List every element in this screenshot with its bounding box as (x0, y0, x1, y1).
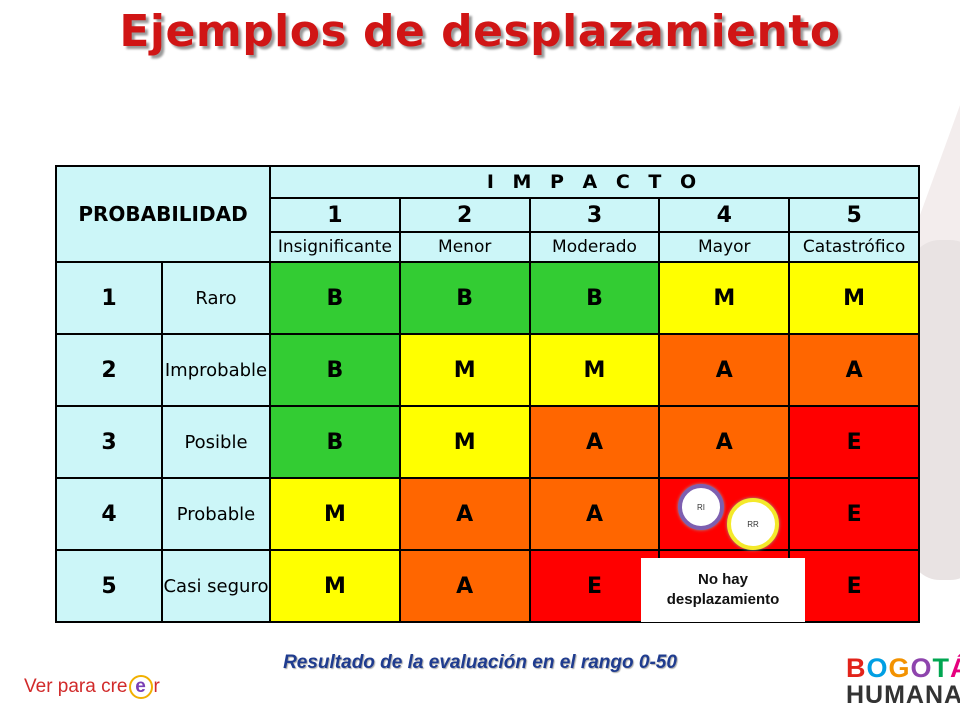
probability-level-3-number: 3 (55, 405, 163, 479)
risk-cell-3-5: E (788, 405, 920, 479)
probability-level-1-label: Raro (161, 261, 271, 335)
risk-cell-2-4: A (658, 333, 791, 407)
matrix-row: 2 Improbable B M M A A (55, 333, 920, 407)
matrix-row: 3 Posible B M A A E (55, 405, 920, 479)
logo-letter: O (866, 653, 889, 683)
matrix-row: 4 Probable M A A E (55, 477, 920, 551)
risk-cell-2-1: B (269, 333, 401, 407)
logo-letter: Á (950, 653, 960, 683)
ver-para-creer-logo: Ver para cre e r (24, 675, 160, 699)
rr-marker: RR (727, 498, 779, 550)
impact-level-1-number: 1 (269, 197, 401, 233)
logo-letter: T (932, 653, 951, 683)
risk-cell-5-1: M (269, 549, 401, 623)
risk-cell-2-2: M (398, 333, 531, 407)
logo-e-circle: e (128, 675, 153, 699)
risk-cell-2-5: A (788, 333, 920, 407)
risk-cell-1-5: M (788, 261, 920, 335)
probability-level-4-label: Probable (161, 477, 271, 551)
impact-level-4-number: 4 (658, 197, 791, 233)
risk-cell-3-1: B (269, 405, 401, 479)
risk-cell-4-2: A (398, 477, 531, 551)
risk-cell-4-5: E (788, 477, 920, 551)
impact-level-3-label: Moderado (528, 231, 661, 263)
impact-level-1-label: Insignificante (269, 231, 401, 263)
risk-cell-4-3: A (528, 477, 661, 551)
logo-letter: B (846, 653, 867, 683)
risk-cell-1-2: B (398, 261, 531, 335)
logo-text-post: r (153, 676, 160, 697)
impact-header: I M P A C T O (269, 165, 920, 199)
risk-cell-1-1: B (269, 261, 401, 335)
ri-marker: RI (678, 484, 724, 530)
logo-text-pre: Ver para cre (24, 676, 128, 697)
risk-cell-3-4: A (658, 405, 791, 479)
impact-level-2-number: 2 (398, 197, 531, 233)
impact-level-4-label: Mayor (658, 231, 791, 263)
probability-level-4-number: 4 (55, 477, 163, 551)
risk-cell-3-3: A (528, 405, 661, 479)
logo-line-bogota: BOGOTÁ (846, 653, 960, 683)
probability-header: PROBABILIDAD (55, 165, 271, 263)
impact-level-5-number: 5 (788, 197, 920, 233)
probability-level-1-number: 1 (55, 261, 163, 335)
logo-letter: O (910, 653, 933, 683)
page-title: Ejemplos de desplazamiento (119, 6, 841, 57)
impact-level-3-number: 3 (528, 197, 661, 233)
logo-letter: G (888, 653, 911, 683)
probability-level-5-label: Casi seguro (161, 549, 271, 623)
probability-level-3-label: Posible (161, 405, 271, 479)
impact-level-2-label: Menor (398, 231, 531, 263)
risk-cell-4-1: M (269, 477, 401, 551)
matrix-row: 1 Raro B B B M M (55, 261, 920, 335)
risk-cell-5-2: A (398, 549, 531, 623)
logo-line-humana: HUMANA (846, 681, 960, 709)
note-line-2: desplazamiento (666, 591, 780, 608)
probability-level-2-number: 2 (55, 333, 163, 407)
bogota-humana-logo: BOGOTÁ HUMANA (846, 653, 960, 712)
risk-cell-2-3: M (528, 333, 661, 407)
probability-level-2-label: Improbable (161, 333, 271, 407)
risk-cell-3-2: M (398, 405, 531, 479)
result-caption: Resultado de la evaluación en el rango 0… (283, 652, 677, 673)
note-line-1: No hay (697, 571, 748, 588)
impact-level-5-label: Catastrófico (788, 231, 920, 263)
no-displacement-note: No hay desplazamiento (641, 558, 805, 622)
risk-cell-1-4: M (658, 261, 791, 335)
probability-level-5-number: 5 (55, 549, 163, 623)
risk-cell-5-3: E (528, 549, 661, 623)
risk-cell-1-3: B (528, 261, 661, 335)
risk-cell-5-5: E (788, 549, 920, 623)
